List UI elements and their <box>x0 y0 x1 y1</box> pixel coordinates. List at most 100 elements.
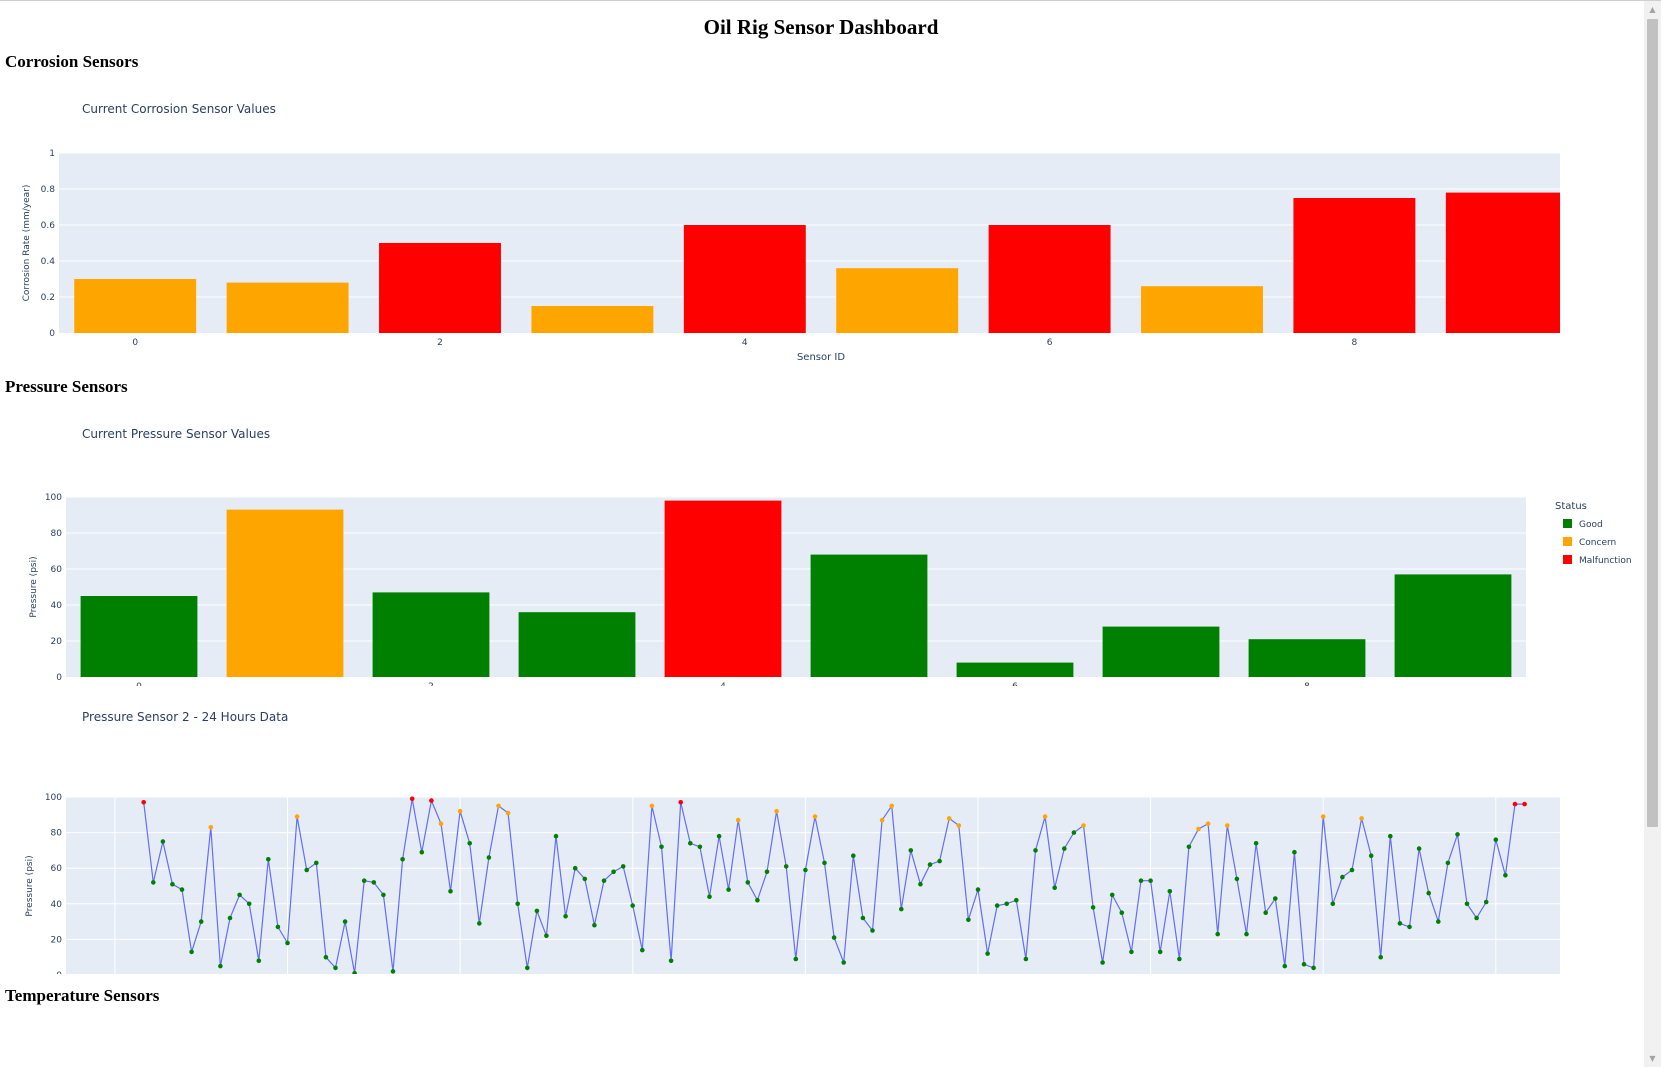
pressure-timeseries-chart: 02040608010015:00Mar 24, 202318:0021:000… <box>25 710 1560 974</box>
up-arrow-icon[interactable]: ▲ <box>1649 5 1656 14</box>
data-point <box>1455 832 1460 837</box>
legend-label: Concern <box>1579 538 1616 548</box>
data-point <box>553 833 559 839</box>
data-point <box>438 821 444 826</box>
data-point <box>1215 931 1220 937</box>
data-point <box>1100 960 1105 965</box>
data-point <box>1205 821 1211 826</box>
data-point <box>160 839 166 844</box>
x-tick-label: 0 <box>136 682 142 686</box>
down-arrow-icon[interactable]: ▼ <box>1649 1054 1656 1063</box>
data-point <box>1273 896 1278 901</box>
y-tick-label: 60 <box>51 864 63 874</box>
data-point <box>918 881 923 887</box>
data-point <box>975 887 981 892</box>
chart-title: Current Pressure Sensor Values <box>82 427 270 441</box>
y-tick-label: 0.6 <box>41 221 56 231</box>
data-point <box>1397 921 1403 926</box>
vertical-scrollbar[interactable]: ▲ ▼ <box>1644 1 1661 1067</box>
y-axis-label: Pressure (psi) <box>25 855 35 916</box>
data-point <box>1244 931 1249 937</box>
bar <box>836 268 959 333</box>
data-point <box>1464 901 1470 907</box>
y-tick-label: 0.8 <box>41 185 56 195</box>
data-point <box>477 921 482 926</box>
data-point <box>448 889 453 894</box>
data-point <box>707 894 712 899</box>
y-tick-label: 60 <box>51 565 63 575</box>
data-point <box>860 915 866 921</box>
data-point <box>793 956 799 962</box>
data-point <box>1167 889 1173 894</box>
data-point <box>1148 878 1153 883</box>
data-point <box>678 800 683 805</box>
data-point <box>1426 890 1431 896</box>
data-point <box>1014 897 1019 903</box>
y-tick-label: 40 <box>51 601 63 611</box>
data-point <box>1301 962 1307 967</box>
data-point <box>304 867 310 873</box>
data-point <box>716 833 722 839</box>
data-point <box>390 969 396 974</box>
data-point <box>400 857 405 862</box>
data-point <box>496 803 501 809</box>
bar <box>1248 639 1366 677</box>
data-point <box>1186 844 1192 850</box>
x-tick-label: 8 <box>1352 338 1358 348</box>
data-point <box>1483 899 1489 905</box>
data-point <box>1138 878 1144 883</box>
bar <box>1102 626 1220 677</box>
data-point <box>1445 860 1451 866</box>
data-point <box>1416 846 1422 851</box>
data-point <box>1234 876 1240 882</box>
x-tick-label: 0 <box>132 338 138 348</box>
data-point <box>409 796 415 802</box>
legend-swatch <box>1563 555 1572 564</box>
data-point <box>256 958 262 964</box>
data-point <box>1196 826 1201 832</box>
data-point <box>1407 924 1412 930</box>
data-point <box>1157 949 1163 955</box>
data-point <box>1436 919 1441 924</box>
data-point <box>985 951 990 956</box>
data-point <box>179 887 185 892</box>
data-point <box>899 906 904 912</box>
plot-background <box>66 797 1560 974</box>
y-tick-label: 100 <box>45 493 62 503</box>
data-point <box>831 935 837 940</box>
data-point <box>1071 830 1077 835</box>
bar <box>226 509 344 677</box>
bar <box>1445 192 1560 333</box>
data-point <box>764 869 770 875</box>
y-tick-label: 100 <box>45 793 62 803</box>
data-point <box>361 878 367 883</box>
bar <box>810 554 928 677</box>
data-point <box>946 816 952 821</box>
data-point <box>429 798 434 803</box>
bar <box>988 225 1111 333</box>
data-point <box>486 855 492 860</box>
data-point <box>688 841 693 846</box>
data-point <box>870 928 875 933</box>
data-point <box>726 887 731 892</box>
chart-title: Pressure Sensor 2 - 24 Hours Data <box>82 710 288 724</box>
data-point <box>640 947 645 953</box>
bar <box>956 662 1074 677</box>
data-point <box>630 903 635 908</box>
data-point <box>525 965 530 971</box>
data-point <box>1033 848 1038 853</box>
bar <box>1141 286 1263 333</box>
data-point <box>592 922 597 928</box>
data-point <box>275 924 281 930</box>
page-title: Oil Rig Sensor Dashboard <box>703 15 939 39</box>
data-point <box>1004 901 1009 907</box>
data-point <box>381 892 386 898</box>
scrollbar-thumb[interactable] <box>1647 19 1658 827</box>
data-point <box>601 878 607 883</box>
x-tick-label: 8 <box>1304 682 1310 686</box>
data-point <box>534 908 540 914</box>
data-point <box>755 897 760 903</box>
data-point <box>1388 833 1393 839</box>
x-axis-label: Sensor ID <box>797 352 845 361</box>
data-point <box>841 960 846 965</box>
